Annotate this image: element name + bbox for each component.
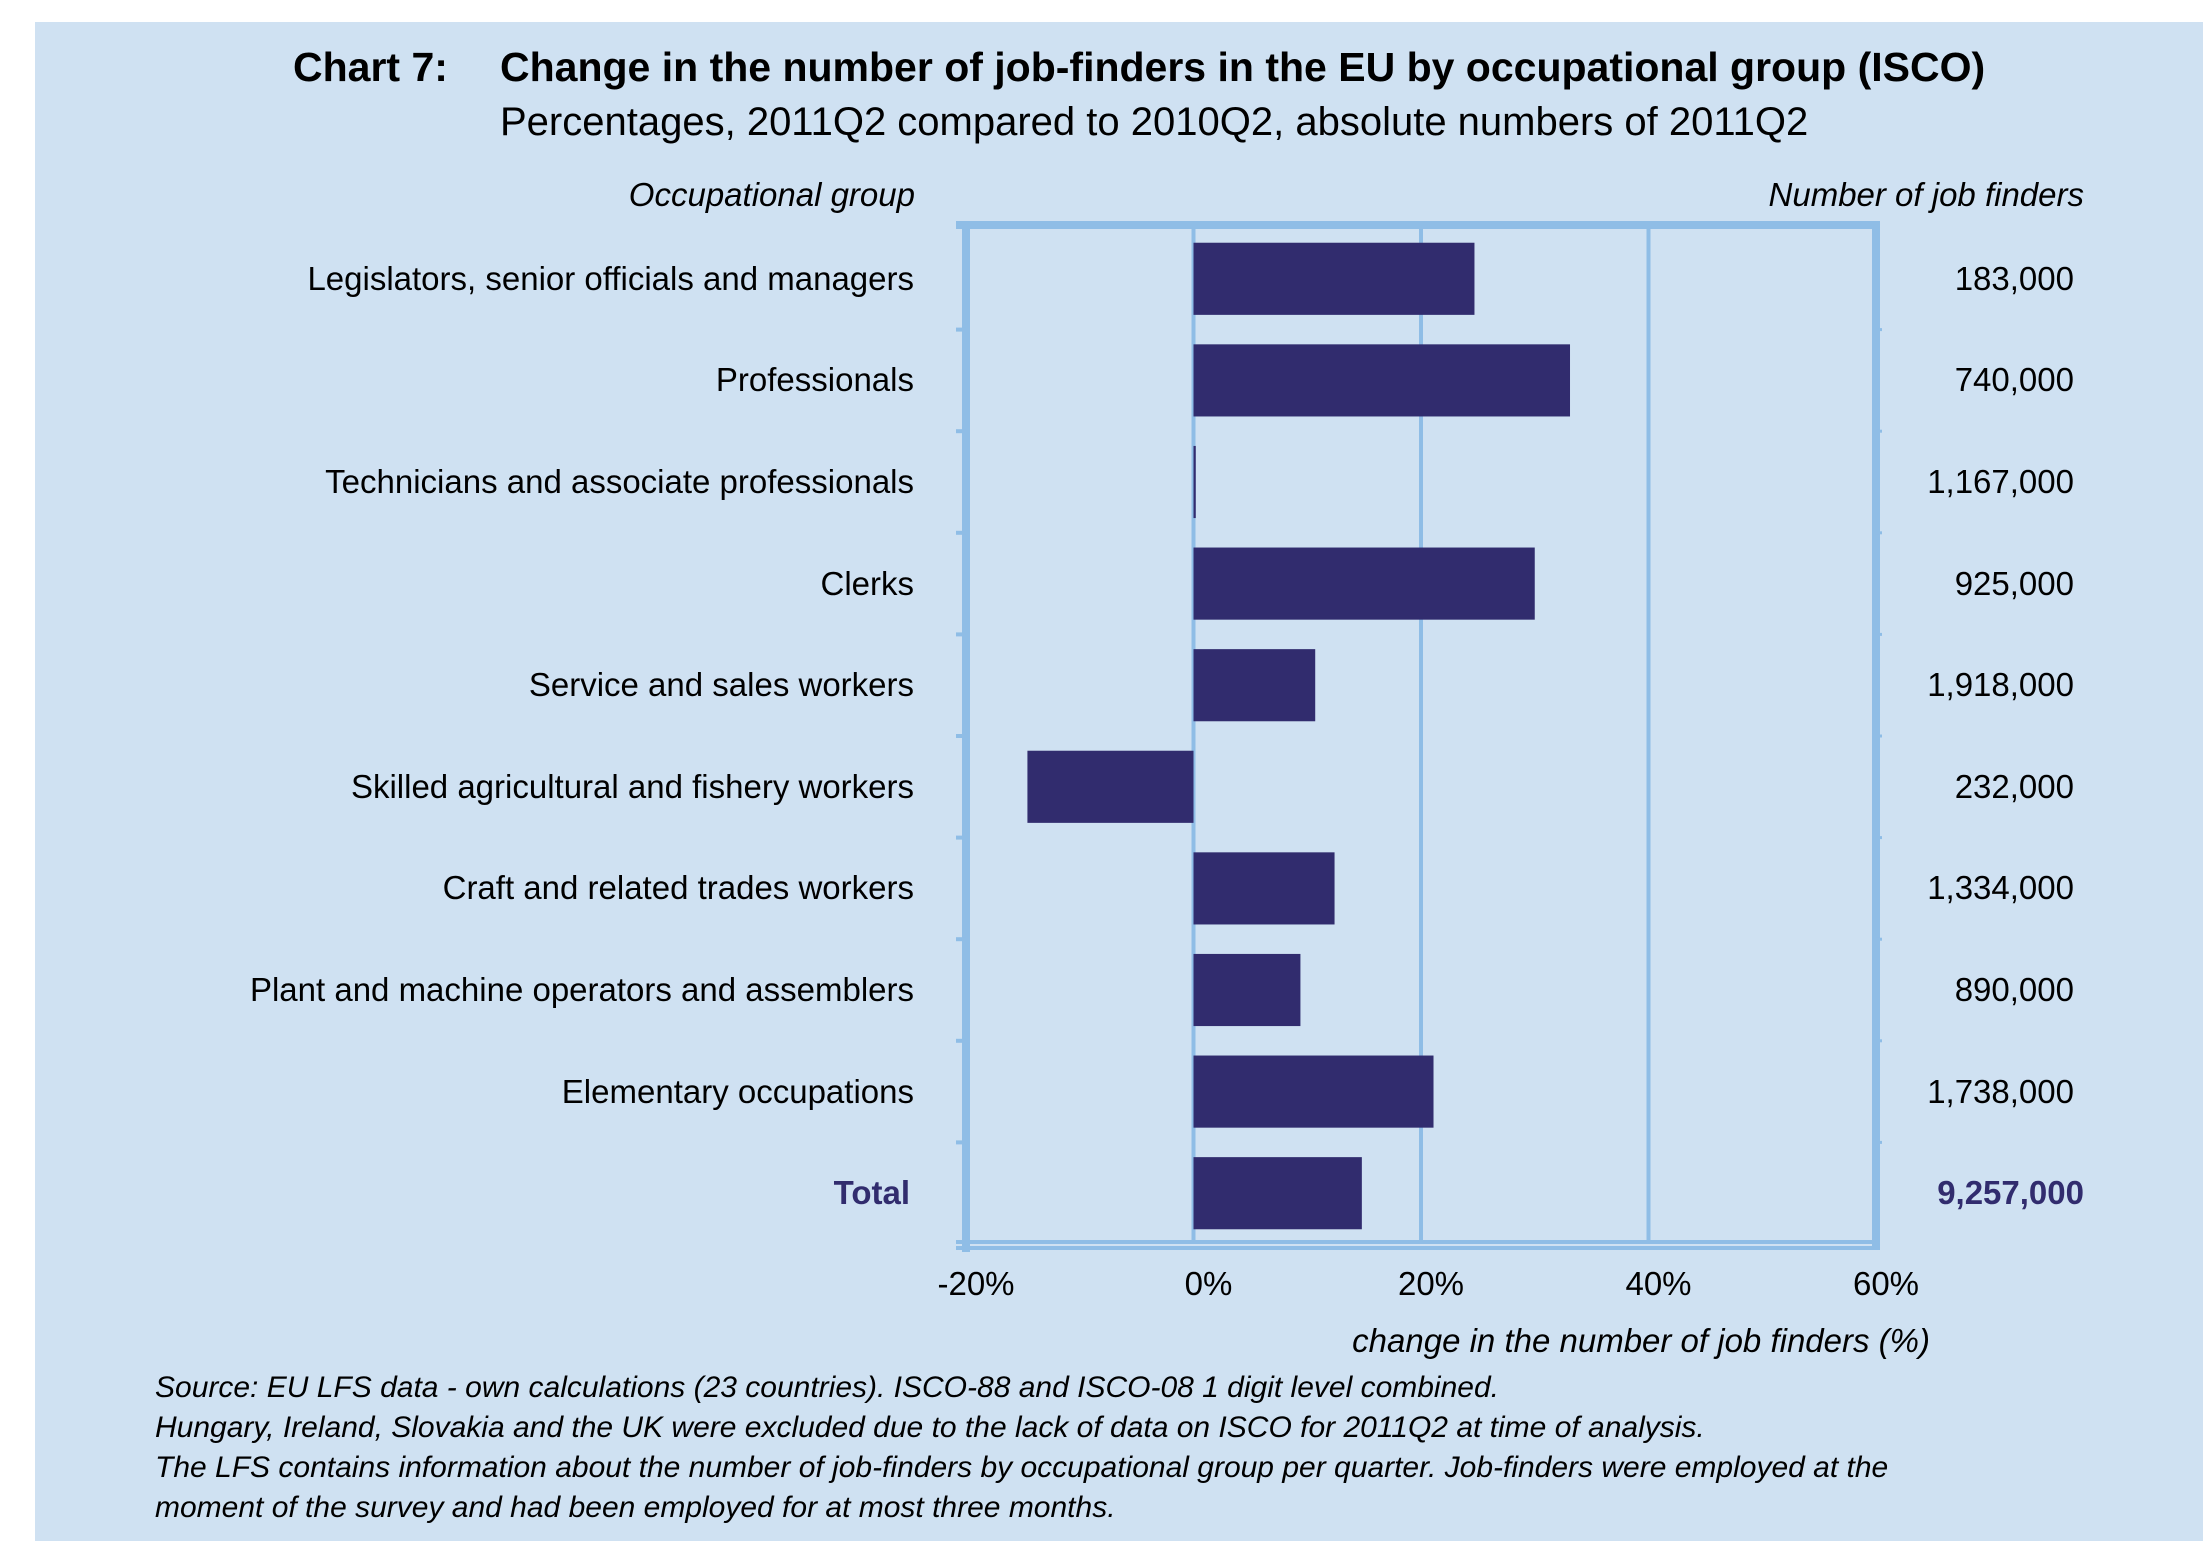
bar-7 — [1193, 953, 1301, 1027]
bar-8 — [1193, 1055, 1434, 1128]
job-finders-value: 1,167,000 — [1927, 463, 2074, 500]
category-label: Elementary occupations — [561, 1072, 914, 1110]
job-finders-value: 740,000 — [1954, 361, 2074, 399]
x-tick-label: 0% — [1184, 1265, 1233, 1302]
exclusion-note: Hungary, Ireland, Slovakia and the UK we… — [155, 1411, 1705, 1444]
bar-9 — [1193, 1157, 1362, 1230]
bar-0 — [1193, 242, 1475, 315]
category-label: Professionals — [715, 361, 914, 399]
chart-subtitle: Percentages, 2011Q2 compared to 2010Q2, … — [500, 100, 1809, 144]
job-finders-header: Number of job finders — [1768, 176, 2084, 213]
chart-title: Change in the number of job-finders in t… — [500, 44, 1986, 90]
category-label: Technicians and associate professionals — [325, 463, 914, 500]
chart-number: Chart 7: — [293, 44, 448, 90]
occupational-group-header: Occupational group — [628, 176, 915, 213]
lfs-note-line-2: moment of the survey and had been employ… — [155, 1491, 1116, 1524]
job-finders-value: 925,000 — [1954, 564, 2074, 602]
bar-6 — [1193, 852, 1335, 925]
job-finders-value: 1,738,000 — [1927, 1072, 2074, 1110]
bar-2 — [1193, 445, 1196, 519]
category-label: Total — [833, 1174, 910, 1212]
x-tick-label: 20% — [1397, 1265, 1465, 1302]
x-tick-label: -20% — [937, 1265, 1015, 1302]
bar-1 — [1193, 344, 1571, 417]
bar-4 — [1193, 649, 1316, 722]
category-label: Craft and related trades workers — [442, 869, 914, 907]
source-note: Source: EU LFS data - own calculations (… — [155, 1371, 1499, 1404]
category-label: Clerks — [820, 564, 914, 602]
category-label: Service and sales workers — [528, 666, 914, 704]
bar-5 — [1027, 750, 1194, 823]
job-finders-value: 890,000 — [1954, 971, 2074, 1008]
category-label: Legislators, senior officials and manage… — [307, 259, 914, 297]
lfs-note-line-1: The LFS contains information about the n… — [155, 1451, 1889, 1484]
x-tick-label: 40% — [1625, 1265, 1692, 1302]
x-axis-label: change in the number of job finders (%) — [1352, 1322, 1930, 1359]
job-finders-value: 9,257,000 — [1937, 1174, 2084, 1212]
x-tick-label: 60% — [1852, 1265, 1920, 1302]
job-finders-value: 183,000 — [1954, 259, 2074, 297]
category-label: Skilled agricultural and fishery workers — [350, 767, 914, 805]
job-finders-value: 232,000 — [1954, 767, 2074, 805]
bar-3 — [1193, 547, 1535, 620]
job-finders-value: 1,918,000 — [1927, 666, 2074, 704]
category-label: Plant and machine operators and assemble… — [249, 971, 914, 1008]
job-finders-value: 1,334,000 — [1927, 869, 2074, 907]
